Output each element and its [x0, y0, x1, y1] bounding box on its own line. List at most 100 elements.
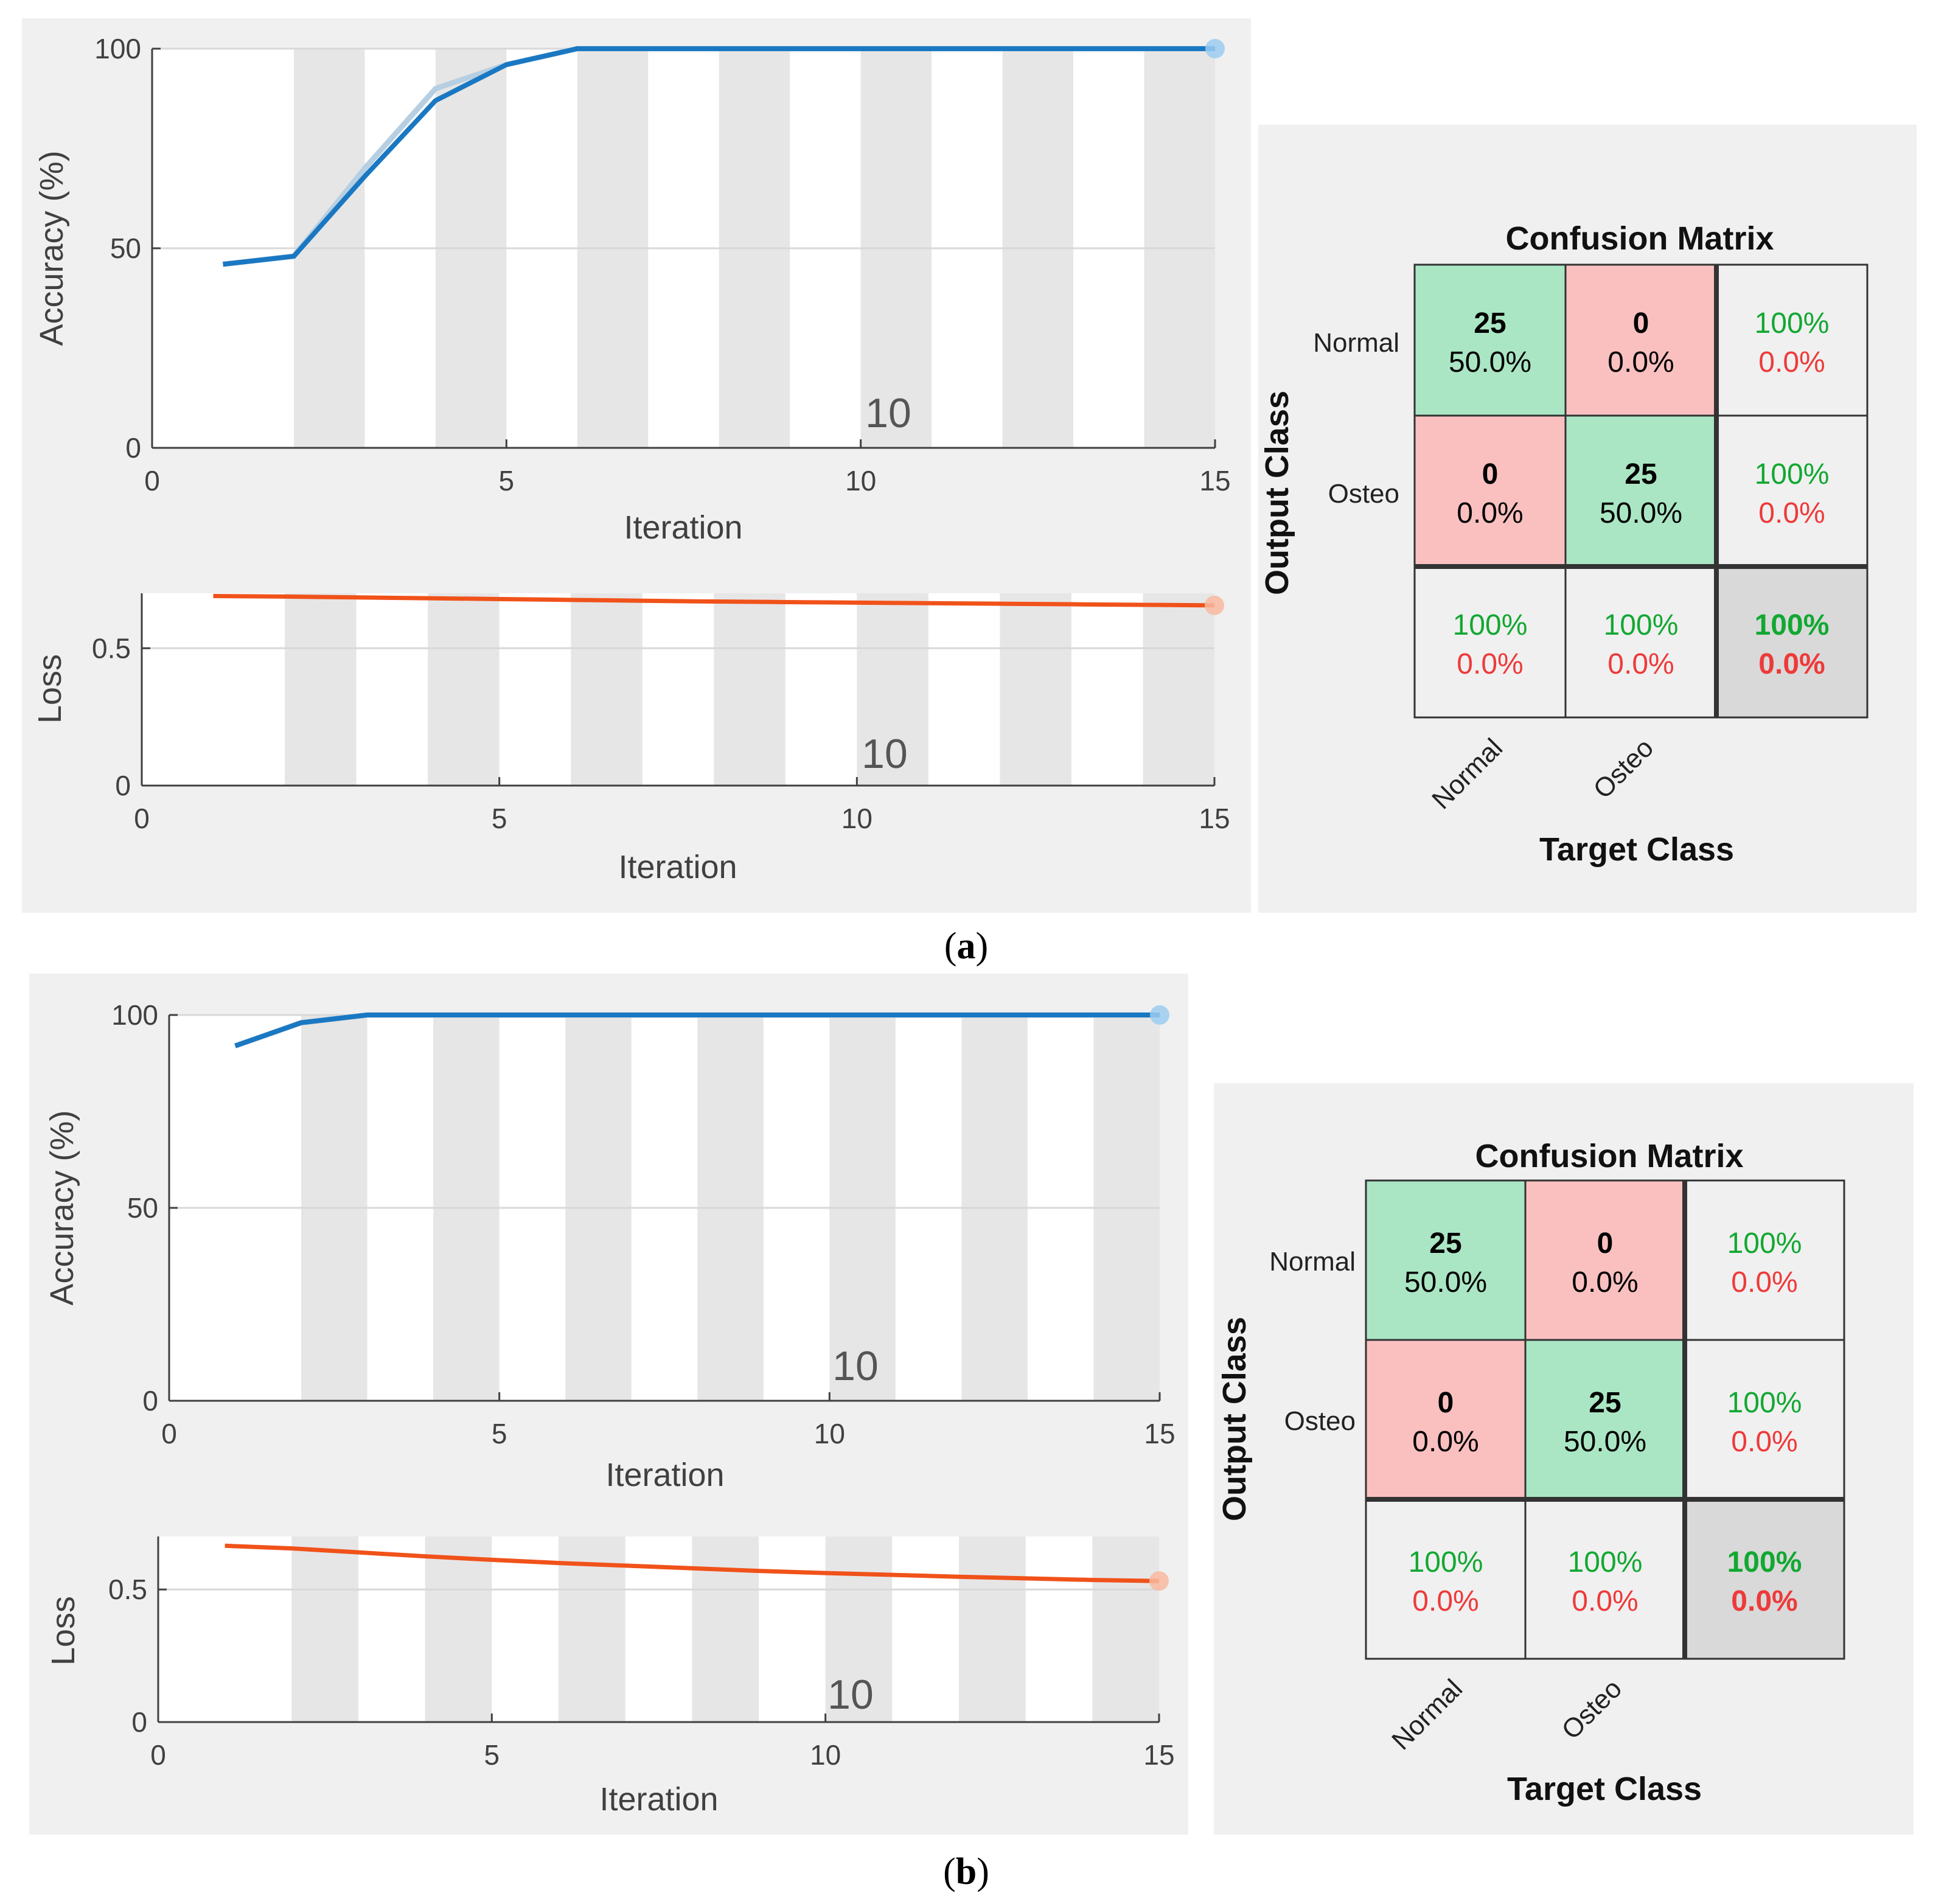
y-axis-label: Accuracy (%)	[33, 150, 70, 346]
x-axis-label: Iteration	[618, 849, 737, 885]
cell-percent: 0.0%	[1731, 1426, 1797, 1458]
matrix-cell	[1684, 1179, 1845, 1341]
cell-percent: 0.0%	[1457, 497, 1523, 529]
matrix-cell	[1564, 414, 1718, 568]
x-axis-label: Iteration	[605, 1457, 724, 1493]
y-tick-label: 0	[142, 1385, 158, 1417]
y-tick-label: 50	[110, 232, 141, 264]
epoch-stripe	[285, 593, 357, 786]
target-class-label: Target Class	[1539, 831, 1734, 868]
epoch-stripe	[428, 593, 500, 786]
output-class-label: Output Class	[1216, 1317, 1253, 1521]
matrix-cell	[1684, 1498, 1845, 1660]
matrix-cell	[1715, 263, 1869, 417]
y-tick-labels: 0 50 100	[94, 33, 161, 464]
y-tick-label: 100	[94, 33, 141, 65]
matrix-cell	[1413, 414, 1567, 568]
epoch-stripe	[1092, 1536, 1159, 1722]
x-tick-labels: 0 5 10 15	[144, 439, 1231, 497]
matrix-cell	[1564, 565, 1718, 719]
epoch-marker-label: 10	[862, 731, 908, 777]
x-tick-label: 15	[1199, 465, 1230, 497]
cell-value: 100%	[1453, 609, 1528, 641]
matrix-cell	[1524, 1339, 1686, 1501]
y-tick-label: 0.5	[92, 632, 131, 664]
y-tick-labels: 00.5	[108, 1574, 167, 1738]
x-tick-label: 0	[144, 465, 160, 497]
cell-value: 100%	[1727, 1546, 1802, 1578]
loss-axes: 0 5 10 15 00.5 10 Iteration Loss	[45, 1536, 1175, 1818]
y-tick-labels: 00.5	[92, 632, 150, 801]
epoch-stripe	[425, 1536, 492, 1722]
cell-value: 100%	[1755, 609, 1830, 641]
matrix-cell	[1413, 565, 1567, 719]
matrix-cell	[1524, 1498, 1686, 1660]
epoch-stripe	[959, 1536, 1026, 1722]
x-tick-labels: 0 5 10 15	[150, 1714, 1175, 1771]
epoch-stripes	[285, 593, 1214, 786]
matrix-cell	[1524, 1179, 1686, 1341]
confusion-matrix-title: Confusion Matrix	[1475, 1138, 1744, 1174]
cell-percent: 0.0%	[1607, 648, 1674, 680]
matrix-cell	[1365, 1339, 1527, 1501]
final-point-marker	[1149, 1571, 1169, 1591]
cell-value: 0	[1438, 1387, 1454, 1419]
y-axis-label: Accuracy (%)	[44, 1110, 80, 1305]
matrix-cell	[1715, 565, 1869, 719]
epoch-marker-label: 10	[832, 1343, 879, 1389]
accuracy-smoothed-line	[234, 1013, 1160, 1048]
cell-percent: 50.0%	[1600, 497, 1682, 529]
cell-value: 100%	[1727, 1387, 1802, 1419]
loss-axes: 0 5 10 15 00.5 10 Iteration Loss	[32, 593, 1230, 885]
accuracy-smoothed-line	[223, 46, 1215, 267]
x-axis-label: Iteration	[599, 1781, 718, 1818]
x-tick-label: 5	[492, 1418, 507, 1449]
x-tick-label: 5	[492, 803, 507, 834]
x-tick-labels: 0 5 10 15	[134, 777, 1230, 834]
x-tick-label: 15	[1199, 803, 1230, 834]
cell-value: 100%	[1727, 1227, 1802, 1260]
cell-value: 25	[1474, 307, 1506, 340]
cell-value: 0	[1633, 307, 1649, 340]
row-label-normal: Normal	[1313, 328, 1399, 358]
cell-value: 100%	[1409, 1546, 1483, 1578]
panel-label-b: (b)	[943, 1851, 989, 1892]
cell-percent: 0.0%	[1412, 1426, 1478, 1458]
y-tick-label: 0	[125, 432, 141, 464]
y-tick-label: 0.5	[108, 1574, 147, 1605]
output-class-label: Output Class	[1259, 391, 1295, 595]
epoch-stripe	[857, 593, 928, 786]
epoch-stripe	[1000, 593, 1071, 786]
epoch-marker-label: 10	[827, 1672, 874, 1718]
x-tick-label: 10	[810, 1739, 841, 1771]
accuracy-axes: 0 5 10 15 0 50 100 10 Iteration Accuracy (%)	[44, 999, 1175, 1493]
cell-percent: 0.0%	[1457, 648, 1523, 680]
x-tick-label: 10	[841, 803, 872, 834]
final-point-marker	[1205, 595, 1224, 615]
x-tick-label: 5	[499, 465, 515, 497]
x-tick-label: 15	[1144, 1418, 1175, 1449]
cell-percent: 0.0%	[1572, 1585, 1638, 1617]
cell-value: 25	[1429, 1227, 1461, 1260]
cell-value: 25	[1625, 458, 1657, 490]
y-axis-label: Loss	[32, 654, 68, 724]
cell-percent: 50.0%	[1564, 1426, 1646, 1458]
epoch-stripe	[559, 1536, 625, 1722]
panel-label-a: (a)	[944, 926, 988, 967]
final-point-marker	[1205, 39, 1225, 58]
epoch-marker-label: 10	[865, 390, 911, 436]
cell-value: 100%	[1755, 458, 1830, 490]
y-tick-label: 0	[131, 1706, 147, 1738]
x-tick-label: 15	[1143, 1739, 1174, 1771]
matrix-cell	[1684, 1339, 1845, 1501]
y-axis-label: Loss	[45, 1596, 82, 1665]
epoch-stripe	[825, 1536, 893, 1722]
y-tick-label: 100	[111, 999, 158, 1031]
x-tick-label: 10	[845, 465, 876, 497]
cell-percent: 0.0%	[1758, 648, 1825, 680]
cell-value: 100%	[1568, 1546, 1643, 1578]
confusion-matrix: Confusion Matrix Output Class Target Cla…	[1216, 1138, 1845, 1807]
epoch-stripe	[1143, 593, 1214, 786]
